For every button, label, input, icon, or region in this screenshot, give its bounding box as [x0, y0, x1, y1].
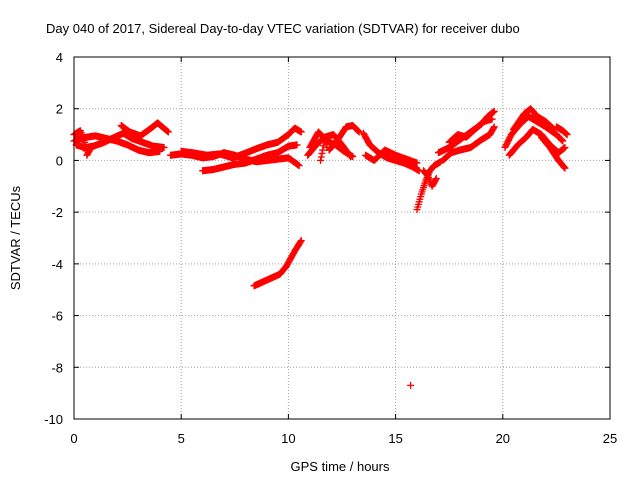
data-point: [559, 137, 567, 145]
data-point: [490, 124, 498, 132]
data-point: [413, 159, 421, 167]
data-point: [293, 141, 301, 149]
data-point: [488, 115, 496, 123]
plot-frame: [73, 56, 611, 420]
y-tick-label: 2: [56, 102, 63, 117]
x-tick-label: 25: [603, 431, 617, 446]
y-tick-label: -8: [51, 360, 63, 375]
data-point: [295, 162, 303, 170]
data-point: [355, 128, 363, 136]
data-point: [319, 146, 327, 154]
data-point: [322, 137, 330, 145]
data-point: [164, 128, 172, 136]
data-point: [297, 237, 305, 245]
data-point: [87, 144, 95, 151]
x-tick-label: 10: [281, 431, 295, 446]
y-axis-label: SDTVAR / TECUs: [8, 185, 23, 290]
data-point: [322, 140, 330, 148]
data-point: [558, 136, 566, 144]
data-point: [81, 138, 89, 146]
data-point: [86, 145, 94, 153]
data-point: [490, 107, 498, 115]
y-tick-label: -4: [51, 257, 63, 272]
data-point: [81, 143, 89, 151]
data-point: [563, 131, 571, 139]
data-point: [490, 123, 498, 131]
axis-ticks: 0 5 10 15 20 25 -10 -8 -6 -4 -2 0 2 4: [44, 50, 617, 446]
data-point: [317, 153, 325, 161]
x-tick-label: 0: [70, 431, 77, 446]
grid-lines: [74, 57, 610, 419]
data-point: [560, 163, 568, 171]
data-point: [407, 381, 415, 389]
data-point: [321, 133, 329, 141]
data-point: [561, 164, 569, 172]
data-point: [349, 153, 357, 161]
y-tick-label: -10: [44, 412, 63, 427]
data-point: [557, 136, 565, 144]
data-point: [297, 238, 305, 246]
chart-title: Day 040 of 2017, Sidereal Day-to-day VTE…: [46, 21, 520, 36]
data-point: [318, 150, 326, 158]
data-point: [160, 144, 168, 151]
data-point: [297, 128, 305, 136]
y-tick-label: 4: [56, 50, 63, 65]
x-axis-label: GPS time / hours: [291, 459, 390, 474]
data-point: [561, 144, 569, 151]
x-tick-label: 15: [388, 431, 402, 446]
data-point: [317, 156, 325, 164]
data-point: [323, 144, 331, 151]
y-tick-label: -6: [51, 309, 63, 324]
data-point: [354, 127, 362, 135]
data-point: [432, 175, 440, 183]
y-tick-label: -2: [51, 205, 63, 220]
data-point: [432, 176, 440, 184]
y-tick-label: 0: [56, 153, 63, 168]
data-points: [70, 105, 571, 389]
x-tick-label: 5: [178, 431, 185, 446]
x-tick-label: 20: [496, 431, 510, 446]
data-point: [354, 127, 362, 135]
